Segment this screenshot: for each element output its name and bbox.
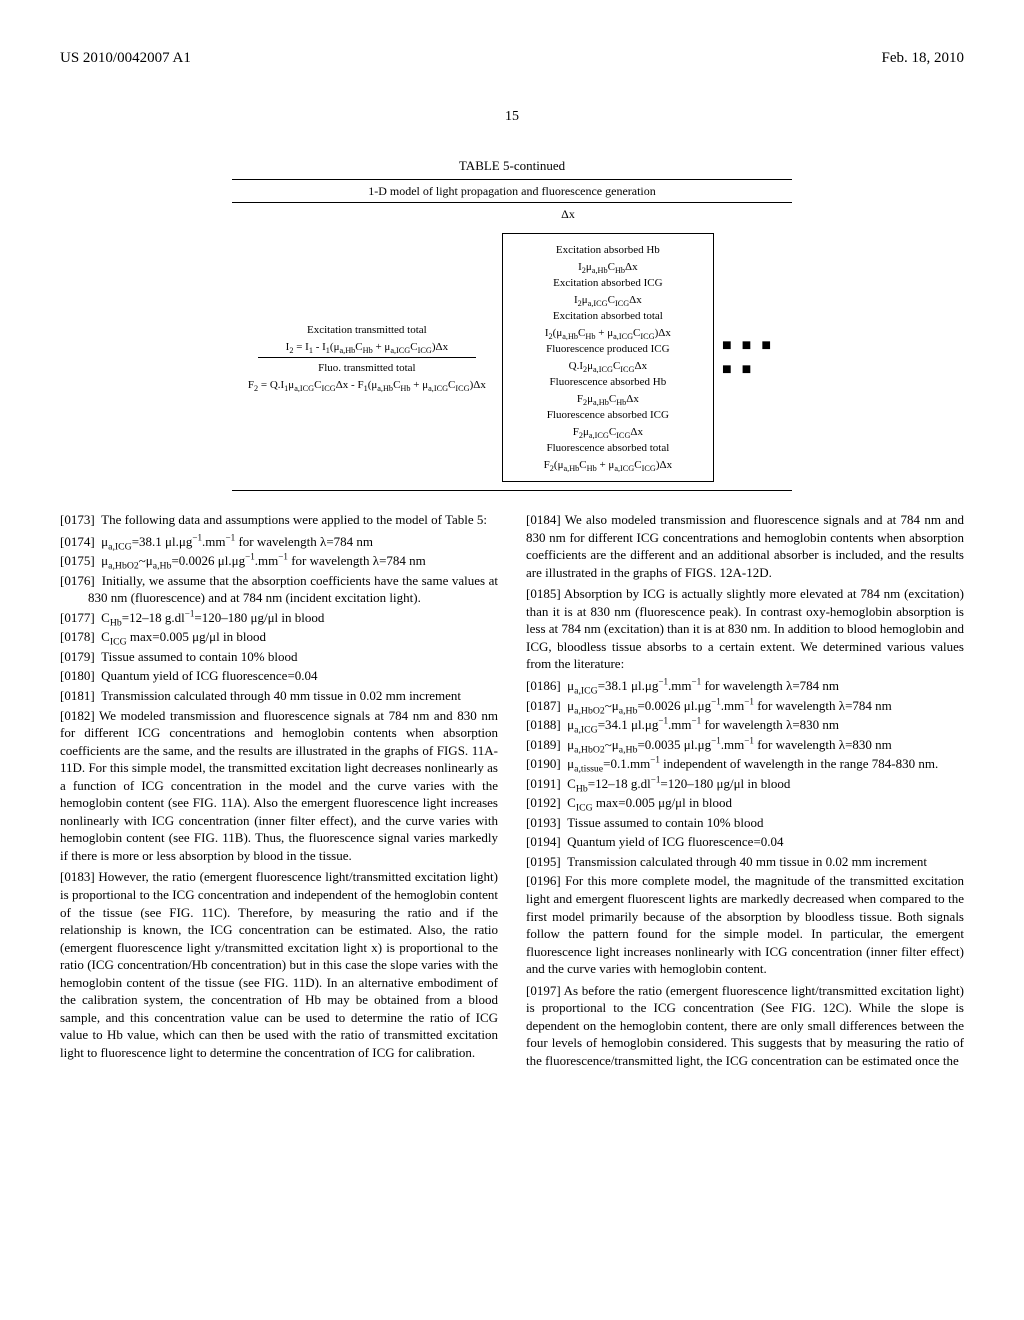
tl4: F2 = Q.I1μa,ICGCICGΔx - F1(μa,HbCHb + μa…	[238, 377, 496, 394]
p0197: [0197] As before the ratio (emergent flu…	[526, 982, 964, 1070]
p0180: [0180] Quantum yield of ICG fluorescence…	[60, 667, 498, 685]
tr1: Excitation absorbed Hb	[509, 242, 707, 259]
p0181: [0181] Transmission calculated through 4…	[60, 687, 498, 705]
tr2: I2μa,HbCHbΔx	[509, 259, 707, 276]
tr9: Fluorescence absorbed Hb	[509, 374, 707, 391]
p0182: [0182] We modeled transmission and fluor…	[60, 707, 498, 865]
p0184: [0184] We also modeled transmission and …	[526, 511, 964, 581]
p0175: [0175] μa,HbO2~μa,Hb=0.0026 μl.μg−1.mm−1…	[60, 552, 498, 570]
p0177: [0177] CHb=12–18 g.dl−1=120–180 μg/μl in…	[60, 609, 498, 627]
p0196: [0196] For this more complete model, the…	[526, 872, 964, 977]
tr6: I2(μa,HbCHb + μa,ICGCICG)Δx	[509, 325, 707, 342]
page-number: 15	[60, 108, 964, 127]
table-dots: ■ ■ ■ ■ ■	[714, 334, 792, 382]
tr11: Fluorescence absorbed ICG	[509, 407, 707, 424]
p0191: [0191] CHb=12–18 g.dl−1=120–180 μg/μl in…	[526, 775, 964, 793]
page-header: US 2010/0042007 A1 Feb. 18, 2010	[60, 48, 964, 68]
table-5: TABLE 5-continued 1-D model of light pro…	[232, 157, 792, 491]
p0187: [0187] μa,HbO2~μa,Hb=0.0026 μl.μg−1.mm−1…	[526, 697, 964, 715]
p0192: [0192] CICG max=0.005 μg/μl in blood	[526, 794, 964, 812]
doc-date: Feb. 18, 2010	[882, 48, 965, 68]
tr13: Fluorescence absorbed total	[509, 440, 707, 457]
p0179: [0179] Tissue assumed to contain 10% blo…	[60, 648, 498, 666]
table-dx-header: Δx	[462, 203, 675, 225]
table-left-col: Excitation transmitted total I2 = I1 - I…	[232, 322, 502, 393]
p0183: [0183] However, the ratio (emergent fluo…	[60, 868, 498, 1061]
tr4: I2μa,ICGCICGΔx	[509, 292, 707, 309]
p0173: [0173] The following data and assumption…	[60, 511, 498, 529]
p0176: [0176] Initially, we assume that the abs…	[60, 572, 498, 607]
tl3: Fluo. transmitted total	[238, 360, 496, 377]
p0178: [0178] CICG max=0.005 μg/μl in blood	[60, 628, 498, 646]
p0185: [0185] Absorption by ICG is actually sli…	[526, 585, 964, 673]
doc-id: US 2010/0042007 A1	[60, 48, 191, 68]
p0190: [0190] μa,tissue=0.1.mm−1 independent of…	[526, 755, 964, 773]
tr8: Q.I2μa,ICGCICGΔx	[509, 358, 707, 375]
p0174: [0174] μa,ICG=38.1 μl.μg−1.mm−1 for wave…	[60, 533, 498, 551]
p0189: [0189] μa,HbO2~μa,Hb=0.0035 μl.μg−1.mm−1…	[526, 736, 964, 754]
tr5: Excitation absorbed total	[509, 308, 707, 325]
p0194: [0194] Quantum yield of ICG fluorescence…	[526, 833, 964, 851]
tr14: F2(μa,HbCHb + μa,ICGCICG)Δx	[509, 457, 707, 474]
tr10: F2μa,HbCHbΔx	[509, 391, 707, 408]
p0186: [0186] μa,ICG=38.1 μl.μg−1.mm−1 for wave…	[526, 677, 964, 695]
tr3: Excitation absorbed ICG	[509, 275, 707, 292]
tl2: I2 = I1 - I1(μa,HbCHb + μa,ICGCICG)Δx	[238, 339, 496, 356]
table-dx-col: Excitation absorbed Hb I2μa,HbCHbΔx Exci…	[502, 233, 714, 482]
tl1: Excitation transmitted total	[238, 322, 496, 339]
table-title: TABLE 5-continued	[232, 157, 792, 175]
table-body: Excitation transmitted total I2 = I1 - I…	[232, 225, 792, 491]
body-columns: [0173] The following data and assumption…	[60, 511, 964, 1069]
p0193: [0193] Tissue assumed to contain 10% blo…	[526, 814, 964, 832]
tr12: F2μa,ICGCICGΔx	[509, 424, 707, 441]
p0195: [0195] Transmission calculated through 4…	[526, 853, 964, 871]
p0188: [0188] μa,ICG=34.1 μl.μg−1.mm−1 for wave…	[526, 716, 964, 734]
tr7: Fluorescence produced ICG	[509, 341, 707, 358]
table-caption: 1-D model of light propagation and fluor…	[232, 179, 792, 203]
